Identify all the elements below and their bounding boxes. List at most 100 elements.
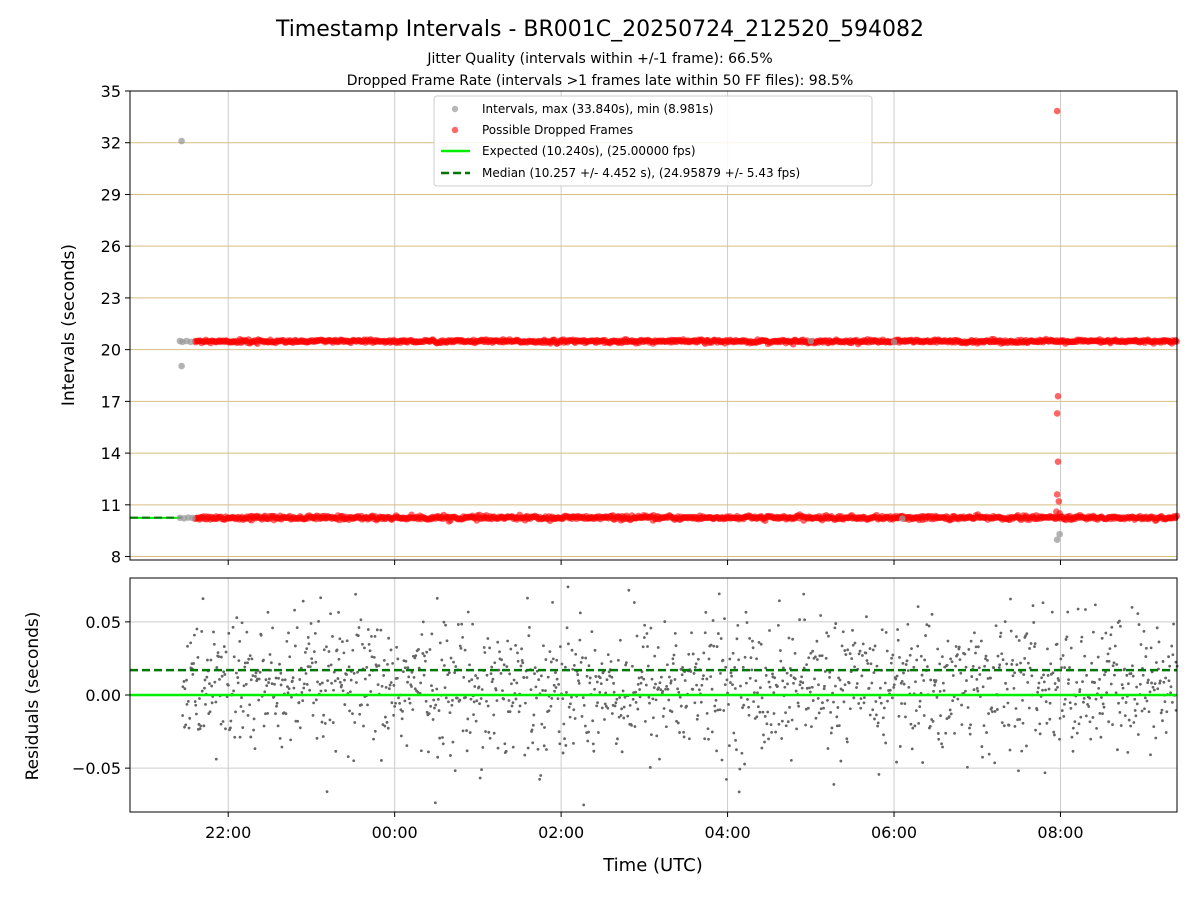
residual-point <box>436 755 440 759</box>
intervals-y-tick-label: 23 <box>101 289 121 308</box>
residuals-panel: −0.05 0.00 0.05 22:00 00:00 02:00 04:00 06:00 0… <box>23 577 1179 842</box>
residual-point <box>817 683 820 687</box>
residual-point <box>1024 634 1027 638</box>
residual-point <box>1171 653 1175 657</box>
residual-point <box>517 710 521 714</box>
interval-point <box>890 338 898 346</box>
residual-point <box>909 722 913 726</box>
residual-point <box>242 684 246 688</box>
residual-point <box>595 680 599 684</box>
residual-point <box>902 682 906 686</box>
residual-point <box>295 626 299 630</box>
residual-point <box>628 704 632 707</box>
residual-point <box>562 722 566 726</box>
residual-point <box>219 655 223 659</box>
residual-point <box>691 687 695 691</box>
residual-point <box>580 714 584 718</box>
residual-point <box>906 622 910 626</box>
residual-point <box>368 649 372 653</box>
interval-point <box>1056 530 1063 538</box>
residual-point <box>851 643 855 647</box>
residual-point <box>1101 702 1105 706</box>
residual-point <box>773 676 777 680</box>
residual-point <box>675 719 678 723</box>
residual-point <box>259 633 263 637</box>
residual-point <box>1005 662 1009 666</box>
residual-point <box>870 681 874 685</box>
residual-point <box>789 674 793 677</box>
residual-point <box>538 777 542 781</box>
residual-point <box>618 696 622 699</box>
residual-point <box>598 676 602 680</box>
residual-point <box>1056 685 1059 689</box>
residual-point <box>671 662 675 665</box>
residual-point <box>417 647 420 651</box>
residual-point <box>968 726 971 730</box>
residual-point <box>925 623 929 627</box>
legend-box <box>433 95 873 187</box>
residual-point <box>1032 621 1036 624</box>
residual-point <box>566 585 570 589</box>
residual-point <box>610 675 614 679</box>
residual-point <box>435 687 439 691</box>
residual-point <box>844 653 848 656</box>
residual-point <box>1076 607 1080 611</box>
residual-point <box>817 711 821 715</box>
residual-point <box>1067 678 1071 682</box>
residual-point <box>322 648 326 652</box>
residual-point <box>669 679 673 683</box>
residual-point <box>352 671 356 675</box>
residual-point <box>540 722 544 726</box>
residual-point <box>1098 711 1102 715</box>
residual-point <box>505 665 509 669</box>
legend-intervals-marker <box>451 105 459 113</box>
residual-point <box>946 639 950 643</box>
residual-point <box>1081 680 1084 683</box>
residual-point <box>310 657 314 660</box>
residual-point <box>195 712 198 716</box>
residual-point <box>416 690 420 694</box>
residual-point <box>828 670 832 674</box>
residual-point <box>204 703 207 706</box>
residual-point <box>338 637 342 641</box>
residual-point <box>401 670 405 674</box>
residual-point <box>421 620 425 624</box>
residual-point <box>922 714 926 717</box>
residual-point <box>705 677 709 681</box>
residual-point <box>876 724 880 728</box>
residual-point <box>252 728 256 732</box>
residual-point <box>863 696 866 700</box>
residual-point <box>798 618 802 622</box>
residual-point <box>1137 623 1141 626</box>
dropped-frame-point <box>1054 392 1062 400</box>
residual-point <box>550 696 554 700</box>
residual-point <box>595 704 599 708</box>
residual-point <box>246 714 250 717</box>
residual-point <box>565 626 569 630</box>
residual-point <box>508 710 512 714</box>
residual-point <box>872 671 876 675</box>
residual-point <box>1071 726 1075 730</box>
residual-point <box>254 671 258 675</box>
residual-point <box>208 682 211 686</box>
residual-point <box>892 683 896 687</box>
residual-point <box>1129 672 1133 675</box>
residual-point <box>953 731 956 735</box>
residual-point <box>703 631 707 635</box>
residual-point <box>200 689 204 693</box>
residual-point <box>917 722 921 725</box>
residual-point <box>971 664 975 668</box>
residual-point <box>857 652 861 656</box>
residual-point <box>552 683 556 687</box>
residual-point <box>1149 753 1152 757</box>
residual-point <box>635 634 639 638</box>
residual-point <box>520 647 523 651</box>
residual-point <box>639 681 643 685</box>
residual-point <box>1070 735 1074 739</box>
residual-point <box>1141 673 1145 677</box>
residual-point <box>419 749 423 753</box>
residual-point <box>1131 674 1135 678</box>
residual-point <box>758 710 762 714</box>
residual-point <box>1073 720 1077 723</box>
residual-point <box>910 747 914 751</box>
